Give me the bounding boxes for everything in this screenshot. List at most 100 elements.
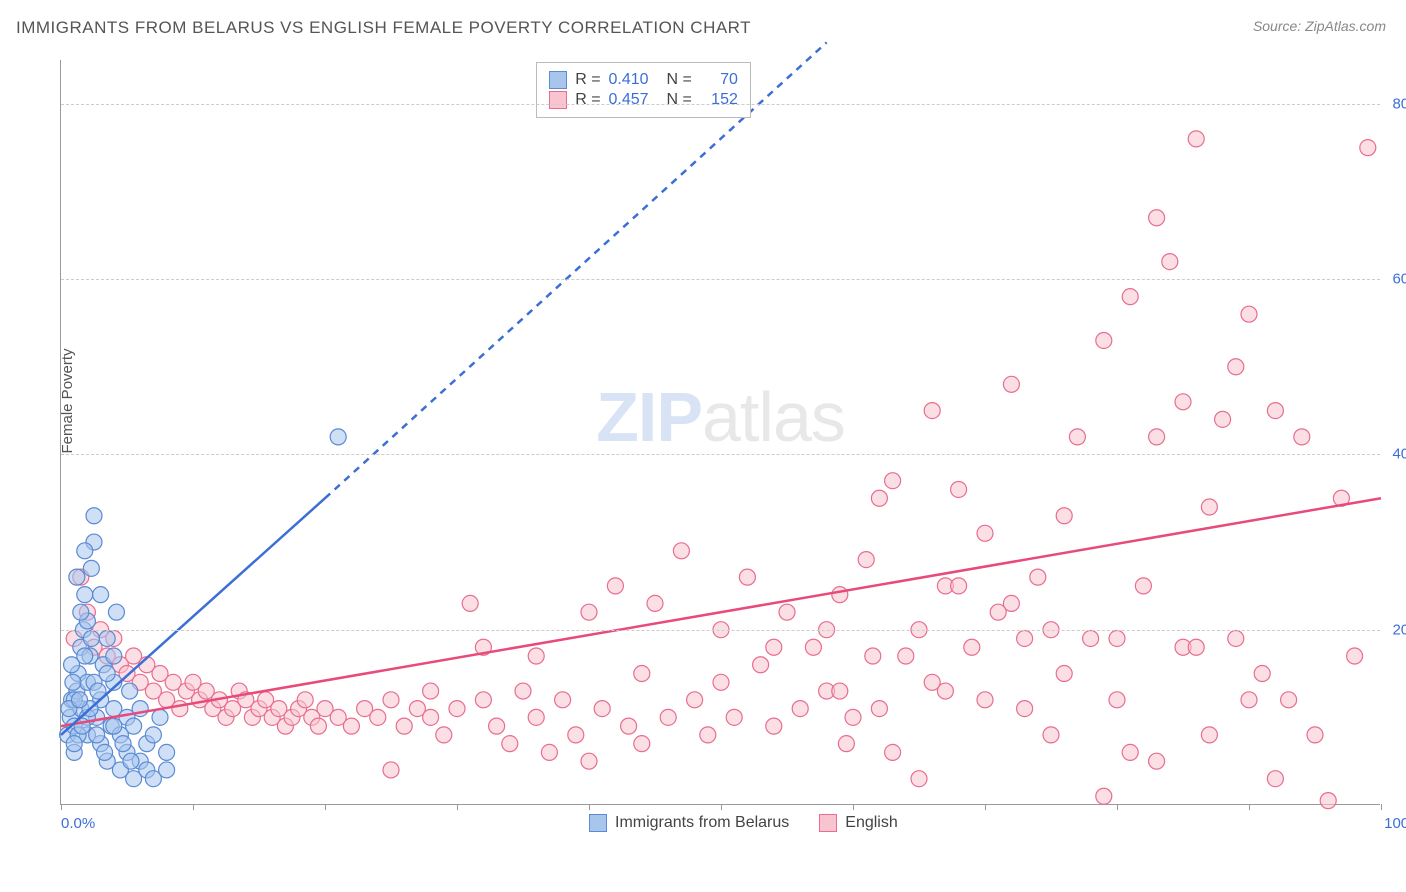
point-english — [1003, 595, 1019, 611]
point-english — [489, 718, 505, 734]
point-belarus — [77, 648, 93, 664]
stat-n-value: 152 — [700, 91, 738, 109]
point-english — [1175, 394, 1191, 410]
point-english — [1294, 429, 1310, 445]
point-english — [766, 718, 782, 734]
bottom-legend-label: Immigrants from Belarus — [615, 814, 789, 832]
point-english — [924, 403, 940, 419]
point-belarus — [152, 709, 168, 725]
point-english — [528, 709, 544, 725]
point-belarus — [77, 543, 93, 559]
legend-swatch — [819, 814, 837, 832]
point-english — [845, 709, 861, 725]
point-english — [660, 709, 676, 725]
point-english — [1281, 692, 1297, 708]
point-english — [858, 552, 874, 568]
point-belarus — [99, 630, 115, 646]
point-english — [297, 692, 313, 708]
stat-n-label: N = — [667, 91, 692, 109]
point-belarus — [73, 604, 89, 620]
point-english — [726, 709, 742, 725]
point-english — [700, 727, 716, 743]
point-english — [1347, 648, 1363, 664]
point-english — [436, 727, 452, 743]
point-english — [951, 481, 967, 497]
point-english — [1188, 639, 1204, 655]
chart-title: IMMIGRANTS FROM BELARUS VS ENGLISH FEMAL… — [16, 18, 751, 38]
point-english — [937, 683, 953, 699]
bottom-legend-item: English — [819, 814, 897, 832]
point-english — [1109, 692, 1125, 708]
bottom-legend-item: Immigrants from Belarus — [589, 814, 789, 832]
point-english — [1254, 666, 1270, 682]
point-belarus — [69, 569, 85, 585]
point-english — [1122, 744, 1138, 760]
point-belarus — [77, 587, 93, 603]
point-belarus — [93, 587, 109, 603]
point-english — [739, 569, 755, 585]
x-tick — [589, 804, 590, 810]
x-tick — [985, 804, 986, 810]
point-english — [1056, 508, 1072, 524]
point-english — [634, 736, 650, 752]
point-english — [1162, 254, 1178, 270]
bottom-legend: Immigrants from Belarus English — [589, 814, 898, 832]
point-belarus — [122, 683, 138, 699]
point-english — [1149, 210, 1165, 226]
point-english — [343, 718, 359, 734]
point-english — [832, 683, 848, 699]
point-english — [462, 595, 478, 611]
legend-stats-row: R =0.410N =70 — [549, 71, 738, 89]
point-english — [1043, 727, 1059, 743]
point-english — [1228, 359, 1244, 375]
plot-area: ZIPatlas R =0.410N =70R =0.457N =152 Imm… — [60, 60, 1380, 805]
chart-container: Female Poverty ZIPatlas R =0.410N =70R =… — [50, 60, 1390, 830]
point-english — [1069, 429, 1085, 445]
stat-r-label: R = — [575, 91, 600, 109]
point-english — [713, 674, 729, 690]
point-english — [541, 744, 557, 760]
x-tick — [457, 804, 458, 810]
stat-n-value: 70 — [700, 71, 738, 89]
point-english — [1201, 727, 1217, 743]
grid-line — [61, 104, 1380, 105]
point-english — [581, 753, 597, 769]
x-tick — [1117, 804, 1118, 810]
point-english — [475, 692, 491, 708]
point-english — [1149, 753, 1165, 769]
point-belarus — [123, 753, 139, 769]
x-tick — [61, 804, 62, 810]
point-english — [1188, 131, 1204, 147]
chart-source: Source: ZipAtlas.com — [1253, 18, 1386, 34]
y-tick-label: 20.0% — [1392, 621, 1406, 638]
point-english — [1096, 332, 1112, 348]
point-english — [885, 744, 901, 760]
point-english — [310, 718, 326, 734]
point-english — [832, 587, 848, 603]
grid-line — [61, 630, 1380, 631]
y-tick-label: 80.0% — [1392, 95, 1406, 112]
point-english — [621, 718, 637, 734]
point-english — [581, 604, 597, 620]
stat-n-label: N = — [667, 71, 692, 89]
point-english — [1307, 727, 1323, 743]
legend-stats-row: R =0.457N =152 — [549, 91, 738, 109]
legend-stats-box: R =0.410N =70R =0.457N =152 — [536, 62, 751, 118]
point-english — [1109, 630, 1125, 646]
plot-svg — [61, 60, 1381, 805]
point-belarus — [65, 674, 81, 690]
point-english — [1241, 692, 1257, 708]
point-english — [885, 473, 901, 489]
point-belarus — [83, 630, 99, 646]
point-english — [805, 639, 821, 655]
point-belarus — [97, 744, 113, 760]
x-tick-label: 0.0% — [61, 815, 95, 832]
point-english — [673, 543, 689, 559]
point-english — [1017, 630, 1033, 646]
point-english — [779, 604, 795, 620]
x-tick — [1249, 804, 1250, 810]
point-english — [607, 578, 623, 594]
legend-swatch — [589, 814, 607, 832]
point-english — [865, 648, 881, 664]
point-belarus — [89, 727, 105, 743]
